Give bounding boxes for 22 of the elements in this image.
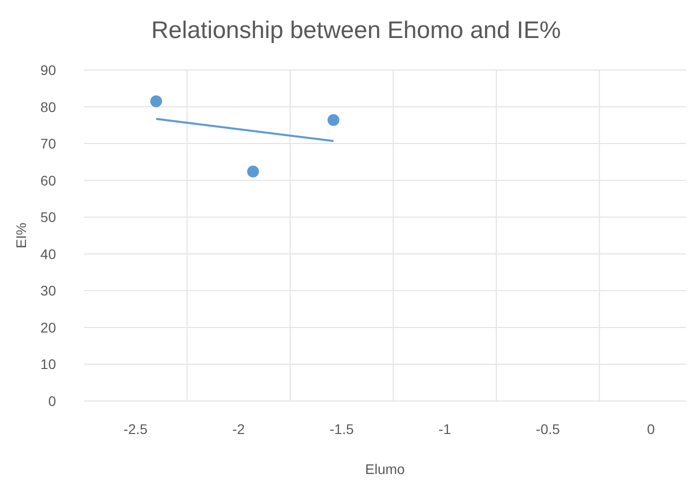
y-tick-label: 80	[40, 98, 56, 115]
y-tick-label: 60	[40, 172, 56, 188]
point	[150, 95, 162, 108]
x-tick-label: -2	[232, 421, 246, 437]
point	[247, 166, 259, 178]
x-axis-title: Elumo	[365, 461, 406, 477]
y-tick-label: 90	[40, 62, 56, 78]
y-tick-label: 40	[40, 246, 56, 262]
chart-title: Relationship between Ehomo and IE%	[151, 17, 561, 44]
x-tick-label: -2.5	[123, 421, 148, 437]
y-tick-label: 20	[40, 319, 56, 336]
y-axis-title: EI%	[13, 222, 29, 248]
x-tick-label: 0	[647, 421, 656, 437]
x-tick-label: -1	[438, 421, 452, 437]
y-tick-label: 70	[40, 136, 56, 152]
y-tick-label: 50	[40, 209, 56, 226]
x-tick-label: -1.5	[330, 421, 354, 437]
y-tick-label: 30	[40, 282, 56, 299]
y-tick-label: 0	[48, 393, 56, 409]
y-tick-label: 10	[40, 356, 56, 372]
point	[328, 114, 340, 126]
x-tick-label: -0.5	[536, 421, 560, 437]
